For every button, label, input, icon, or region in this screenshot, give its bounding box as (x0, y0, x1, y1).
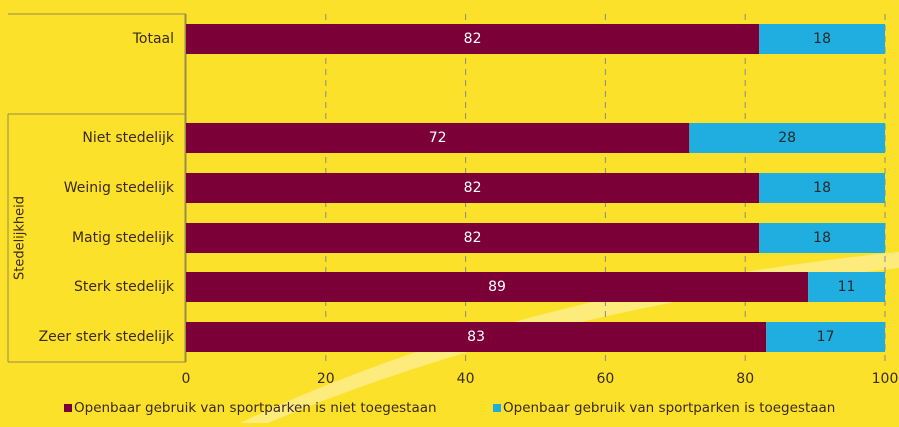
category-label: Totaal (132, 31, 174, 47)
data-label: 82 (464, 180, 482, 196)
legend-label: Openbaar gebruik van sportparken is toeg… (503, 400, 835, 416)
bar-allowed (759, 173, 885, 203)
x-tick-label: 100 (872, 371, 899, 387)
background-swoosh (240, 252, 899, 423)
data-label: 82 (464, 31, 482, 47)
bar-allowed (759, 223, 885, 253)
data-label: 11 (838, 279, 856, 295)
bar-not-allowed (186, 322, 767, 352)
labels: Stedelijkheid 0 20 40 60 80 100 Totaal 82 18 Niet … (13, 31, 899, 387)
legend: Openbaar gebruik van sportparken is niet… (64, 400, 835, 416)
bar-allowed (759, 24, 885, 54)
category-label: Sterk stedelijk (74, 279, 175, 295)
bar-allowed (766, 322, 885, 352)
data-label: 82 (464, 230, 482, 246)
data-label: 18 (813, 31, 831, 47)
data-label: 83 (467, 329, 485, 345)
data-label: 17 (817, 329, 835, 345)
x-tick-label: 40 (457, 371, 475, 387)
data-label: 18 (813, 180, 831, 196)
bar-not-allowed (186, 272, 809, 302)
x-tick-label: 80 (736, 371, 754, 387)
legend-swatch (64, 404, 72, 412)
category-label: Niet stedelijk (82, 130, 174, 146)
data-label: 72 (429, 130, 447, 146)
gridlines (325, 14, 886, 362)
bar-not-allowed (186, 223, 760, 253)
bar-not-allowed (186, 24, 760, 54)
category-label: Weinig stedelijk (64, 180, 175, 196)
category-label: Zeer sterk stedelijk (39, 329, 175, 345)
x-tick-label: 0 (182, 371, 191, 387)
x-tick-label: 20 (317, 371, 335, 387)
data-label: 89 (488, 279, 506, 295)
data-label: 18 (813, 230, 831, 246)
bars (186, 24, 885, 352)
group-label: Stedelijkheid (13, 196, 28, 280)
bar-allowed (808, 272, 885, 302)
bar-not-allowed (186, 173, 760, 203)
category-label: Matig stedelijk (72, 230, 175, 246)
bar-not-allowed (186, 123, 690, 153)
legend-swatch (493, 404, 501, 412)
legend-label: Openbaar gebruik van sportparken is niet… (74, 400, 437, 416)
bar-allowed (689, 123, 885, 153)
data-label: 28 (778, 130, 796, 146)
x-tick-label: 60 (596, 371, 614, 387)
